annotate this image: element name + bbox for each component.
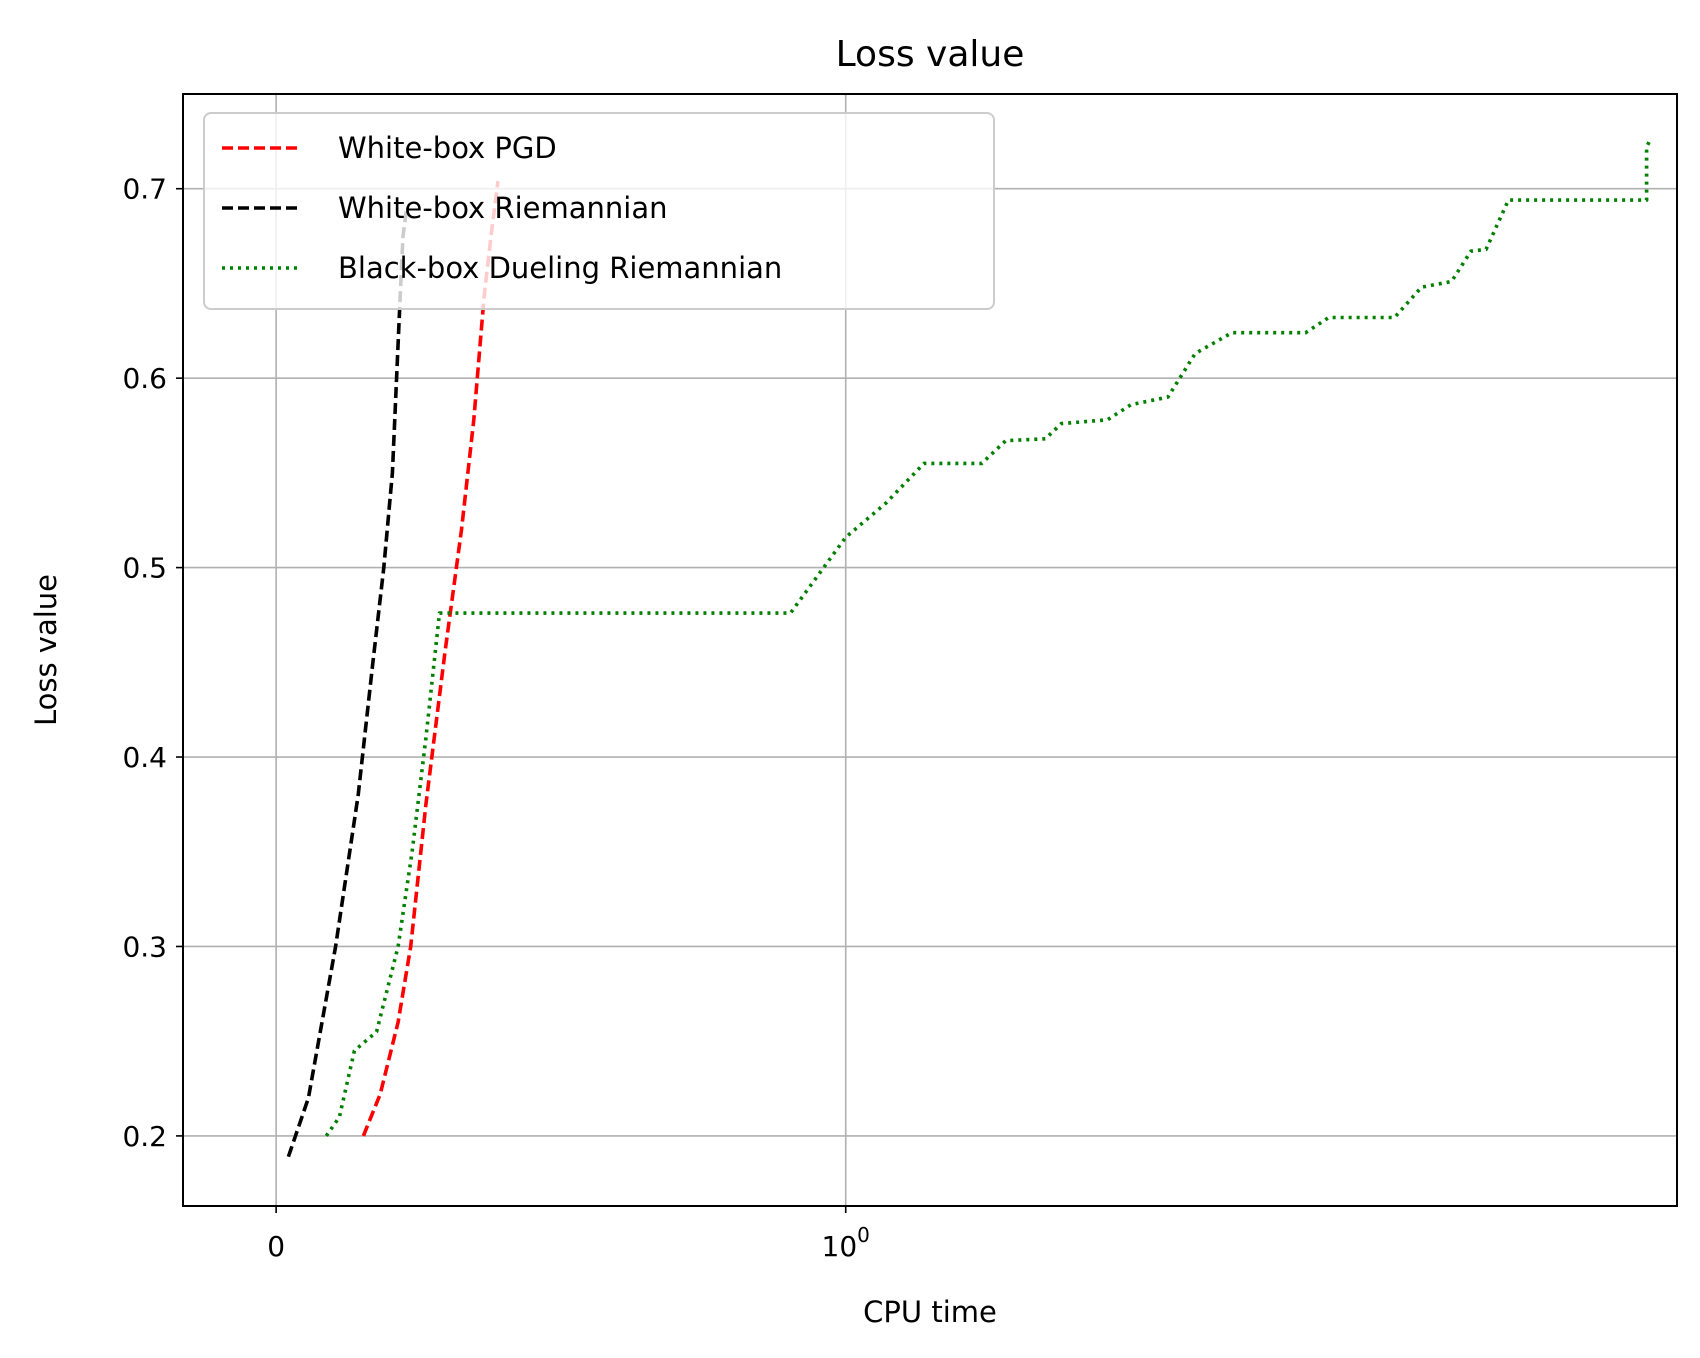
- y-tick-label: 0.4: [122, 741, 167, 774]
- x-tick-base: 10: [822, 1230, 858, 1263]
- axis-ticks: 0.20.30.40.50.60.70 100: [122, 173, 869, 1263]
- x-tick-base: 0: [267, 1230, 285, 1263]
- plot-frame: [182, 93, 1678, 1207]
- legend-label: Black-box Dueling Riemannian: [338, 251, 782, 285]
- y-tick-label: 0.7: [122, 173, 167, 206]
- chart-title: Loss value: [836, 34, 1025, 75]
- x-tick-label: 100: [822, 1223, 870, 1263]
- legend-label: White-box Riemannian: [338, 191, 667, 225]
- y-axis-label: Loss value: [29, 574, 63, 726]
- legend-label: White-box PGD: [338, 131, 557, 165]
- y-tick-label: 0.5: [122, 552, 167, 585]
- y-tick-label: 0.6: [122, 362, 167, 395]
- y-tick-label: 0.3: [122, 930, 167, 963]
- x-tick-label: 0: [267, 1230, 285, 1263]
- series-line-1: [286, 209, 409, 1158]
- series-line-2: [324, 136, 1653, 1137]
- legend-box: [203, 112, 995, 310]
- x-axis-label: CPU time: [863, 1295, 997, 1329]
- legend: White-box PGD White-box Riemannian Black-b…: [203, 112, 995, 310]
- x-tick-exponent: 0: [857, 1223, 870, 1247]
- y-tick-label: 0.2: [122, 1120, 167, 1153]
